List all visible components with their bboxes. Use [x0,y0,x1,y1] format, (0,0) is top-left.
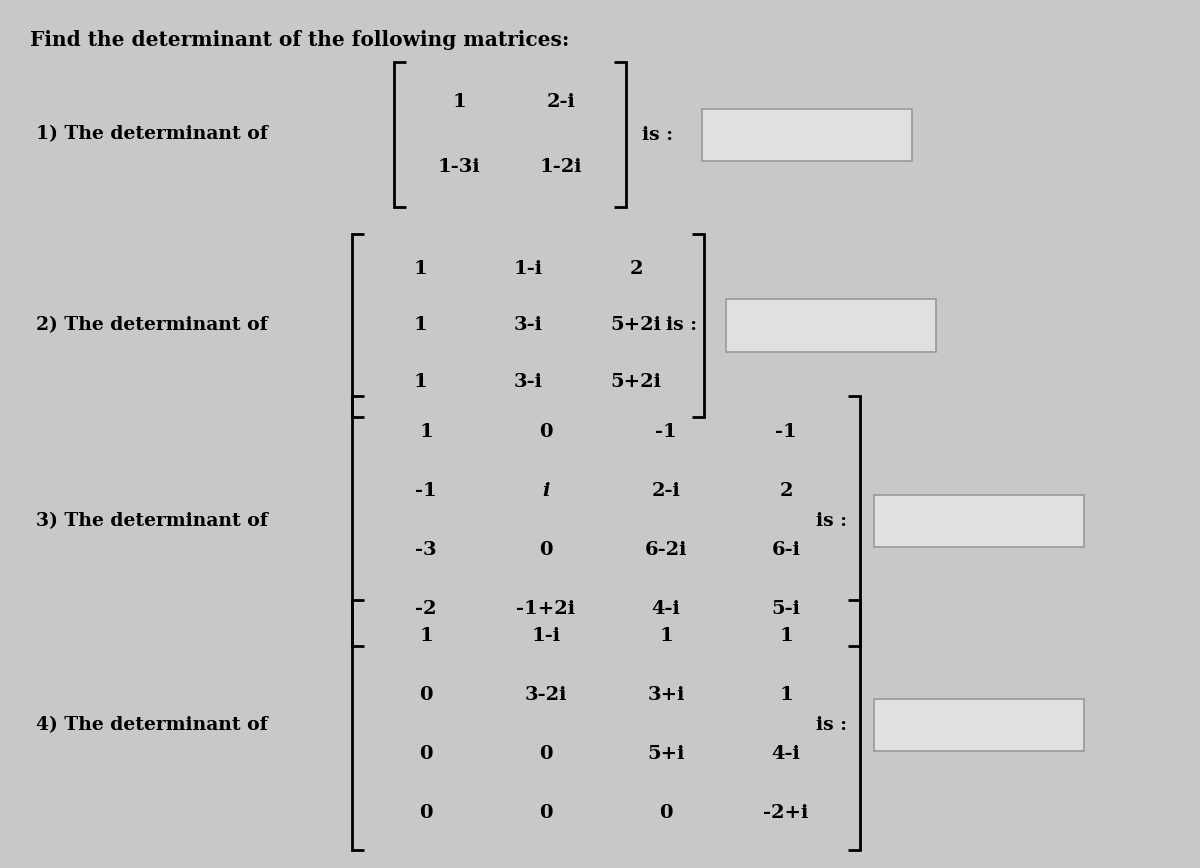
Text: -1: -1 [415,483,437,500]
Text: 3-i: 3-i [514,317,542,334]
Text: 1: 1 [413,317,427,334]
Text: 2) The determinant of: 2) The determinant of [36,317,268,334]
Text: 4) The determinant of: 4) The determinant of [36,716,268,733]
FancyBboxPatch shape [726,299,936,352]
Text: 2-i: 2-i [546,93,576,111]
Text: 3+i: 3+i [647,687,685,704]
Text: 1-i: 1-i [514,260,542,278]
Text: 0: 0 [419,805,433,822]
Text: 1: 1 [413,373,427,391]
Text: 1: 1 [413,260,427,278]
Text: -2+i: -2+i [763,805,809,822]
FancyBboxPatch shape [874,699,1084,751]
Text: 0: 0 [539,746,553,763]
Text: 1-i: 1-i [532,628,560,645]
Text: -1: -1 [775,424,797,441]
FancyBboxPatch shape [702,108,912,161]
Text: 1-2i: 1-2i [540,158,582,176]
Text: 3-i: 3-i [514,373,542,391]
Text: 1-3i: 1-3i [438,158,480,176]
Text: 4-i: 4-i [652,601,680,618]
Text: 0: 0 [419,746,433,763]
Text: is :: is : [666,317,697,334]
Text: 5-i: 5-i [772,601,800,618]
Text: 1: 1 [779,628,793,645]
Text: -1: -1 [655,424,677,441]
Text: 2: 2 [629,260,643,278]
Text: -1+2i: -1+2i [516,601,576,618]
Text: -3: -3 [415,542,437,559]
Text: 1: 1 [419,424,433,441]
Text: is :: is : [816,716,847,733]
Text: 6-2i: 6-2i [644,542,688,559]
Text: 4-i: 4-i [772,746,800,763]
Text: 0: 0 [539,805,553,822]
Text: 0: 0 [659,805,673,822]
Text: 5+2i: 5+2i [611,373,661,391]
Text: 0: 0 [539,542,553,559]
Text: 1) The determinant of: 1) The determinant of [36,126,268,143]
Text: 1: 1 [419,628,433,645]
Text: 3) The determinant of: 3) The determinant of [36,512,268,529]
Text: 2-i: 2-i [652,483,680,500]
Text: Find the determinant of the following matrices:: Find the determinant of the following ma… [30,30,569,50]
Text: is :: is : [816,512,847,529]
Text: 0: 0 [419,687,433,704]
Text: is :: is : [642,126,673,143]
Text: 1: 1 [779,687,793,704]
Text: 5+2i: 5+2i [611,317,661,334]
Text: 1: 1 [452,93,466,111]
FancyBboxPatch shape [874,495,1084,547]
Text: 3-2i: 3-2i [524,687,568,704]
Text: 6-i: 6-i [772,542,800,559]
Text: 1: 1 [659,628,673,645]
Text: i: i [542,483,550,500]
Text: 2: 2 [779,483,793,500]
Text: -2: -2 [415,601,437,618]
Text: 0: 0 [539,424,553,441]
Text: 5+i: 5+i [647,746,685,763]
